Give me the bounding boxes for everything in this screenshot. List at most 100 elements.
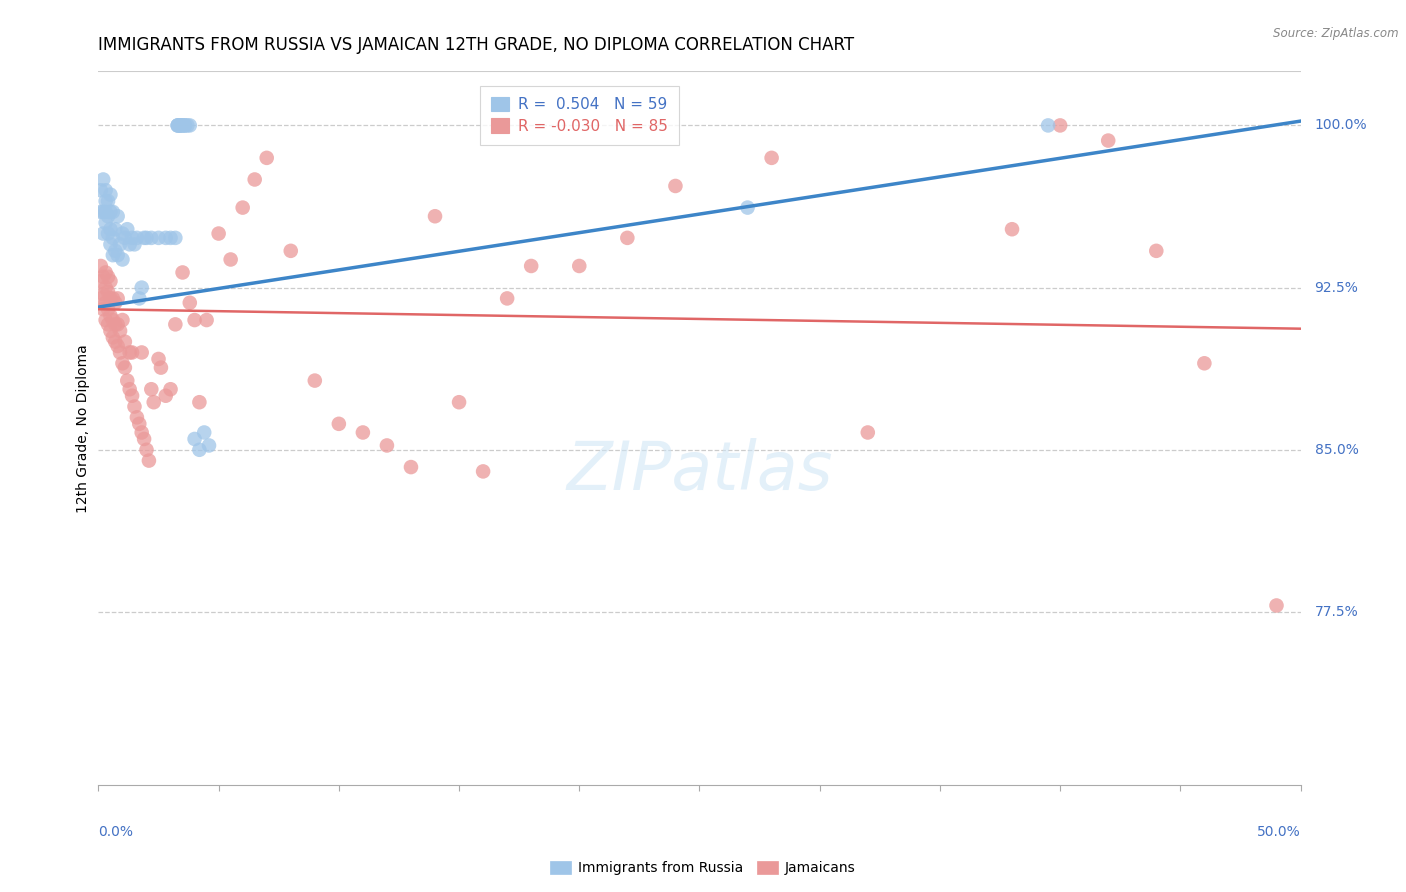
Point — [172, 265, 194, 279]
Point — [90, 205, 112, 219]
Point — [179, 295, 201, 310]
Point — [138, 453, 160, 467]
Point — [121, 345, 143, 359]
Point — [97, 209, 120, 223]
Point — [328, 417, 350, 431]
Point — [124, 400, 146, 414]
Point — [108, 324, 131, 338]
Text: Source: ZipAtlas.com: Source: ZipAtlas.com — [1274, 27, 1399, 40]
Point — [169, 119, 191, 133]
Text: 77.5%: 77.5% — [1315, 605, 1358, 619]
Point — [90, 292, 112, 306]
Point — [121, 389, 143, 403]
Point — [104, 318, 127, 332]
Point — [90, 259, 112, 273]
Point — [90, 183, 112, 197]
Point — [183, 432, 205, 446]
Point — [256, 151, 278, 165]
Point — [104, 334, 127, 349]
Point — [100, 292, 122, 306]
Point — [107, 248, 129, 262]
Point — [118, 345, 141, 359]
Point — [174, 119, 197, 133]
Point — [142, 395, 165, 409]
Point — [118, 237, 141, 252]
Legend: Immigrants from Russia, Jamaicans: Immigrants from Russia, Jamaicans — [544, 855, 862, 880]
Point — [520, 259, 543, 273]
Point — [1097, 134, 1119, 148]
Point — [447, 395, 470, 409]
Point — [91, 172, 114, 186]
Point — [114, 334, 136, 349]
Point — [616, 231, 638, 245]
Point — [172, 119, 194, 133]
Point — [172, 119, 194, 133]
Point — [94, 194, 117, 208]
Point — [148, 231, 170, 245]
Point — [94, 280, 117, 294]
Point — [97, 194, 120, 208]
Point — [375, 438, 398, 452]
Text: 50.0%: 50.0% — [1257, 825, 1301, 839]
Point — [232, 201, 254, 215]
Point — [159, 231, 181, 245]
Point — [97, 227, 120, 241]
Point — [664, 178, 686, 193]
Point — [179, 119, 201, 133]
Point — [280, 244, 302, 258]
Point — [399, 460, 422, 475]
Point — [155, 389, 177, 403]
Point — [568, 259, 591, 273]
Text: ZIPatlas: ZIPatlas — [567, 438, 832, 504]
Point — [183, 313, 205, 327]
Point — [107, 292, 129, 306]
Point — [97, 318, 120, 332]
Point — [91, 287, 114, 301]
Point — [111, 313, 134, 327]
Point — [107, 339, 129, 353]
Text: 92.5%: 92.5% — [1315, 281, 1358, 294]
Point — [188, 395, 211, 409]
Point — [128, 417, 150, 431]
Point — [104, 222, 127, 236]
Point — [94, 205, 117, 219]
Point — [132, 432, 155, 446]
Point — [101, 248, 124, 262]
Point — [111, 252, 134, 267]
Text: IMMIGRANTS FROM RUSSIA VS JAMAICAN 12TH GRADE, NO DIPLOMA CORRELATION CHART: IMMIGRANTS FROM RUSSIA VS JAMAICAN 12TH … — [98, 36, 855, 54]
Point — [91, 269, 114, 284]
Point — [155, 231, 177, 245]
Point — [94, 183, 117, 197]
Point — [91, 227, 114, 241]
Legend: R =  0.504   N = 59, R = -0.030   N = 85: R = 0.504 N = 59, R = -0.030 N = 85 — [479, 87, 679, 145]
Point — [1265, 599, 1288, 613]
Point — [94, 265, 117, 279]
Point — [176, 119, 198, 133]
Point — [91, 205, 114, 219]
Point — [114, 360, 136, 375]
Point — [131, 280, 153, 294]
Point — [111, 227, 134, 241]
Point — [166, 119, 188, 133]
Point — [128, 292, 150, 306]
Point — [1144, 244, 1167, 258]
Text: 0.0%: 0.0% — [98, 825, 134, 839]
Point — [149, 360, 172, 375]
Point — [131, 425, 153, 440]
Point — [1036, 119, 1059, 133]
Point — [496, 292, 519, 306]
Point — [118, 382, 141, 396]
Point — [198, 438, 221, 452]
Point — [304, 374, 326, 388]
Point — [132, 231, 155, 245]
Point — [107, 209, 129, 223]
Point — [169, 119, 191, 133]
Point — [165, 318, 187, 332]
Point — [423, 209, 446, 223]
Point — [131, 345, 153, 359]
Point — [100, 274, 122, 288]
Text: 85.0%: 85.0% — [1315, 442, 1358, 457]
Point — [100, 237, 122, 252]
Point — [141, 382, 163, 396]
Point — [101, 231, 124, 245]
